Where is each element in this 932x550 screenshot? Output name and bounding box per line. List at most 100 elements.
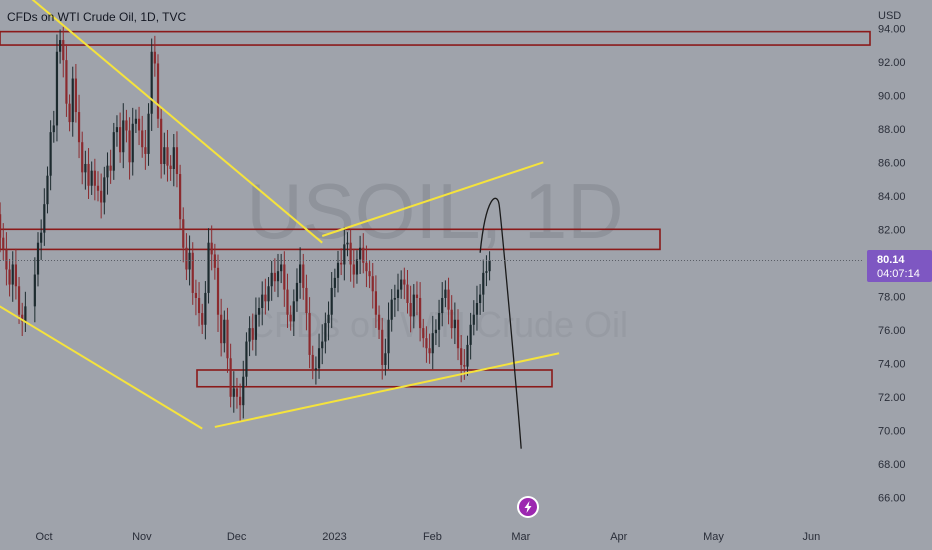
price-tick-label: 92.00 [878, 57, 906, 69]
candle-body [175, 147, 179, 175]
price-tick-label: 86.00 [878, 157, 906, 169]
candle-body [453, 319, 456, 329]
price-tick-label: 66.00 [878, 492, 906, 504]
candle-body [264, 294, 267, 302]
candle-body [166, 147, 169, 166]
trendlines [0, 0, 560, 430]
candle-body [2, 237, 5, 250]
candle-body [419, 297, 422, 329]
candle-body [289, 314, 292, 322]
price-tick-label: 84.00 [878, 191, 906, 203]
candle-body [381, 329, 384, 365]
candle-body [437, 313, 441, 330]
candle-body [333, 277, 336, 288]
candle-body [68, 103, 71, 123]
candle-body [65, 60, 68, 104]
candle-body [276, 271, 280, 282]
candle-body [431, 333, 434, 354]
candle-body [163, 147, 166, 164]
candle-body [488, 260, 491, 272]
candle-body [352, 264, 355, 275]
candle-body [327, 314, 330, 324]
candle-body [106, 165, 109, 178]
price-tick-label: 68.00 [878, 459, 906, 471]
candle-body [292, 301, 295, 322]
candle-body [450, 309, 453, 329]
candle-body [122, 120, 125, 153]
candle-body [387, 319, 390, 354]
time-tick-label: Feb [423, 531, 442, 543]
candle-body [362, 247, 365, 263]
candle-body [377, 314, 381, 330]
time-tick-label: 2023 [322, 531, 346, 543]
candle-body [374, 291, 378, 315]
candle-body [232, 388, 235, 397]
candle-body [156, 63, 160, 119]
trendline [321, 161, 544, 237]
trendline [214, 352, 560, 428]
candle-body [286, 289, 289, 315]
time-tick-label: Nov [132, 531, 152, 543]
candle-body [5, 249, 8, 270]
candles [0, 26, 491, 423]
trendline [0, 305, 203, 430]
candle-body [141, 130, 144, 148]
candle-body [131, 123, 134, 163]
candle-body [283, 264, 286, 290]
candle-body [62, 40, 65, 61]
candle-body [213, 254, 216, 268]
candle-body [242, 376, 245, 406]
candle-body [172, 147, 175, 169]
candle-body [305, 287, 308, 314]
time-tick-label: Apr [610, 531, 627, 543]
projection-path [479, 197, 522, 449]
candle-body [280, 264, 283, 272]
candle-body [8, 269, 11, 285]
currency-label: USD [878, 10, 901, 22]
candle-body [371, 276, 374, 292]
candle-body [17, 286, 21, 315]
candle-body [343, 244, 346, 265]
candle-body [251, 328, 254, 340]
candle-body [182, 219, 185, 248]
candle-body [254, 314, 258, 340]
price-tick-label: 88.00 [878, 124, 906, 136]
candle-body [216, 267, 220, 315]
candle-body [441, 297, 444, 314]
price-tick-label: 78.00 [878, 291, 906, 303]
candle-body [365, 262, 368, 272]
candle-body [336, 262, 340, 278]
price-tick-label: 76.00 [878, 325, 906, 337]
price-tick-label: 90.00 [878, 90, 906, 102]
candle-body [197, 297, 201, 314]
candle-body [317, 348, 321, 369]
candle-body [248, 328, 251, 342]
candle-body [84, 163, 87, 173]
candle-body [229, 358, 232, 397]
candle-body [169, 165, 172, 169]
candle-body [188, 252, 191, 270]
candle-body [185, 247, 188, 270]
candle-body [81, 142, 84, 173]
candle-body [444, 289, 447, 298]
candle-body [390, 299, 393, 320]
candle-body [128, 130, 131, 163]
candle-body [346, 242, 349, 245]
candle-body [40, 232, 43, 243]
candle-body [87, 163, 90, 186]
candle-body [447, 289, 450, 310]
candle-body [400, 279, 403, 290]
candle-body [466, 344, 469, 367]
time-axis[interactable]: Oct Nov Dec 2023 Feb Mar Apr May Jun [35, 531, 820, 543]
candle-body [33, 274, 36, 307]
candle-body [460, 348, 463, 365]
lightning-icon[interactable] [517, 496, 539, 518]
price-tick-label: 70.00 [878, 425, 906, 437]
price-axis[interactable]: 94.0092.0090.0088.0086.0084.0082.0080.00… [878, 23, 906, 504]
countdown-timer: 04:07:14 [877, 268, 920, 280]
time-tick-label: Mar [511, 531, 530, 543]
candle-body [434, 329, 438, 334]
watermark-symbol: USOIL, 1D [246, 167, 623, 255]
